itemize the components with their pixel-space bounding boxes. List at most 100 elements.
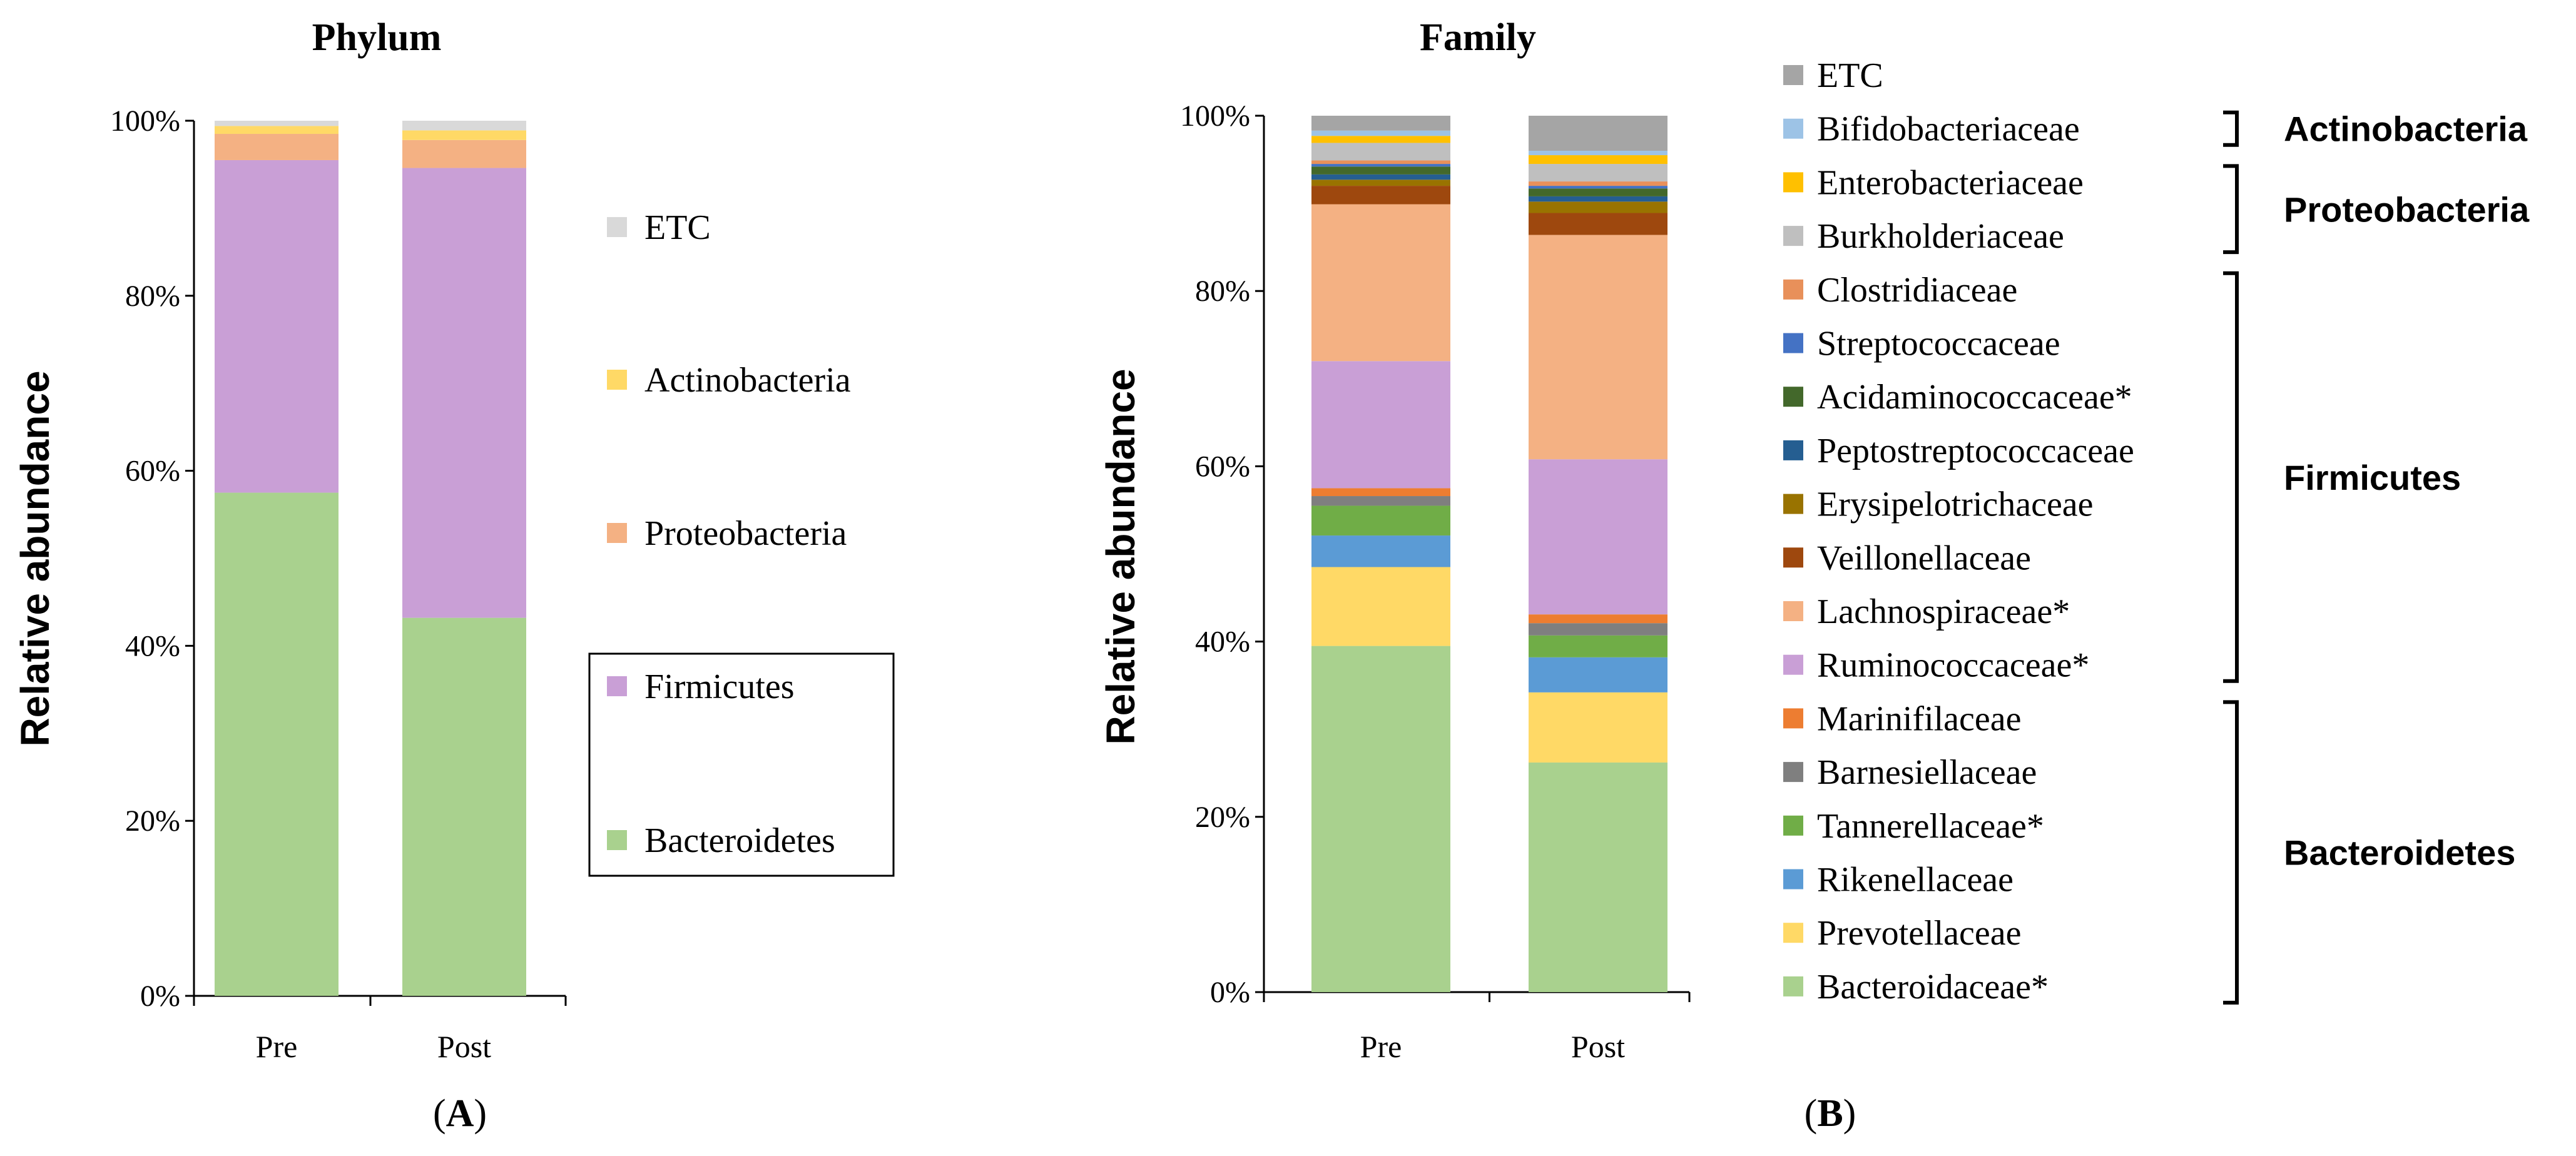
bar-post-bacteroidaceae [1529,762,1667,992]
chart-title: Phylum [312,16,442,59]
panel-label: (B) [1805,1092,1856,1135]
bracket-firmicutes [2223,271,2239,683]
legend-swatch-bacteroidetes [607,830,627,850]
bar-pre-etc [1311,116,1450,131]
bar-post-firmicutes [402,168,526,618]
bar-pre-bacteroidaceae [1311,646,1450,992]
y-tick-label: 80% [1195,275,1250,308]
legend-highlight-box [588,652,895,877]
legend-label-ruminococcaceae: Ruminococcaceae* [1817,646,2089,685]
bar-post-acidaminococcaceae [1529,188,1667,196]
bar-post-rikenellaceae [1529,657,1667,692]
legend-swatch-acidaminococcaceae [1783,387,1803,407]
y-tick-label: 0% [1210,976,1250,1009]
bar-post-proteobacteria [402,139,526,168]
bar-pre-peptostreptococcaceae [1311,174,1450,180]
bar-post-barnesiellaceae [1529,623,1667,636]
y-tick-label: 40% [1195,626,1250,659]
legend-label-tannerellaceae: Tannerellaceae* [1817,807,2044,846]
group-label-bacteroidetes: Bacteroidetes [2284,833,2515,873]
bar-post-tannerellaceae [1529,635,1667,657]
y-tick-label: 60% [1195,450,1250,483]
bar-post-marinifilaceae [1529,614,1667,624]
legend-label-bifidobacteriaceae: Bifidobacteriaceae [1817,110,2080,149]
legend-label-lachnospiraceae: Lachnospiraceae* [1817,592,2070,631]
legend-swatch-marinifilaceae [1783,708,1803,729]
legend-swatch-lachnospiraceae [1783,601,1803,621]
bar-post-enterobacteriaceae [1529,155,1667,165]
legend-swatch-proteobacteria [607,523,627,543]
y-axis-label: Relative abundance [1098,368,1143,744]
legend-swatch-prevotellaceae [1783,923,1803,943]
group-label-actinobacteria: Actinobacteria [2284,109,2528,149]
bar-pre-veillonellaceae [1311,186,1450,205]
bar-post-bifidobacteriaceae [1529,151,1667,156]
legend-swatch-tannerellaceae [1783,815,1803,836]
bar-post-lachnospiraceae [1529,235,1667,460]
y-axis-label: Relative abundance [13,370,58,746]
legend-label-etc: ETC [644,208,711,247]
bar-post-etc [1529,116,1667,151]
bar-pre-actinobacteria [215,126,339,134]
legend-label-peptostreptococcaceae: Peptostreptococcaceae [1817,432,2134,470]
legend-swatch-enterobacteriaceae [1783,172,1803,193]
legend-swatch-bifidobacteriaceae [1783,118,1803,139]
bar-pre-prevotellaceae [1311,567,1450,646]
bar-pre-burkholderiaceae [1311,143,1450,161]
bar-post-streptococcaceae [1529,186,1667,189]
legend-swatch-etc [607,217,627,237]
legend-swatch-veillonellaceae [1783,547,1803,568]
bar-pre-ruminococcaceae [1311,361,1450,489]
bar-post-peptostreptococcaceae [1529,196,1667,202]
bar-pre-firmicutes [215,160,339,493]
chart-phylum: Phylum Relative abundance 0% 20% 40% 60% 80% 10… [13,16,895,1135]
legend-label-erysipelotrichaceae: Erysipelotrichaceae [1817,485,2094,524]
bar-post-bacteroidetes [402,617,526,996]
legend-swatch-actinobacteria [607,370,627,390]
x-tick-label-pre: Pre [256,1029,298,1064]
group-label-proteobacteria: Proteobacteria [2284,190,2530,229]
x-tick-label-post: Post [1571,1029,1625,1064]
bar-post-erysipelotrichaceae [1529,201,1667,213]
bracket-actinobacteria [2223,110,2239,147]
legend-swatch-etc [1783,65,1803,85]
y-tick-label: 80% [125,280,180,313]
legend-label-barnesiellaceae: Barnesiellaceae [1817,753,2037,792]
bracket-proteobacteria [2223,164,2239,255]
legend-label-streptococcaceae: Streptococcaceae [1817,325,2060,363]
y-tick-label: 100% [1180,99,1250,133]
x-tick-label-pre: Pre [1360,1029,1402,1064]
bar-pre-lachnospiraceae [1311,204,1450,362]
y-tick-label: 100% [110,104,180,138]
panel-label: (A) [433,1092,487,1135]
legend-swatch-rikenellaceae [1783,869,1803,890]
legend-swatch-peptostreptococcaceae [1783,440,1803,460]
legend-label-bacteroidaceae: Bacteroidaceae* [1817,968,2049,1006]
bar-pre-barnesiellaceae [1311,496,1450,506]
bar-pre-bacteroidetes [215,492,339,996]
bar-pre-etc [215,121,339,126]
bar-post-veillonellaceae [1529,213,1667,235]
bar-pre-bifidobacteriaceae [1311,130,1450,136]
legend-label-enterobacteriaceae: Enterobacteriaceae [1817,163,2084,202]
y-tick-label: 60% [125,455,180,488]
legend-label-firmicutes: Firmicutes [644,667,795,706]
legend-label-proteobacteria: Proteobacteria [644,514,847,553]
legend-label-marinifilaceae: Marinifilaceae [1817,699,2021,738]
y-tick-label: 20% [1195,801,1250,834]
bar-pre-rikenellaceae [1311,535,1450,567]
legend-label-rikenellaceae: Rikenellaceae [1817,861,2013,900]
bar-pre-erysipelotrichaceae [1311,180,1450,186]
bar-pre-tannerellaceae [1311,505,1450,536]
y-tick-label: 40% [125,629,180,662]
legend-swatch-clostridiaceae [1783,279,1803,300]
legend-label-veillonellaceae: Veillonellaceae [1817,539,2031,577]
bar-pre-clostridiaceae [1311,160,1450,165]
legend-label-etc: ETC [1817,56,1883,95]
legend-label-clostridiaceae: Clostridiaceae [1817,271,2017,310]
bar-post-ruminococcaceae [1529,459,1667,615]
bar-pre-streptococcaceae [1311,164,1450,167]
group-label-firmicutes: Firmicutes [2284,458,2461,497]
legend-label-burkholderiaceae: Burkholderiaceae [1817,217,2064,256]
